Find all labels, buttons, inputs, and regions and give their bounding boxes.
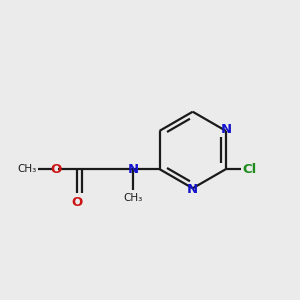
Text: CH₃: CH₃ <box>123 193 143 203</box>
Text: CH₃: CH₃ <box>17 164 36 174</box>
Text: O: O <box>50 163 62 176</box>
Text: O: O <box>71 196 83 208</box>
Text: N: N <box>187 183 198 196</box>
Text: N: N <box>220 123 231 136</box>
Text: N: N <box>128 163 139 176</box>
Text: Cl: Cl <box>243 163 257 176</box>
